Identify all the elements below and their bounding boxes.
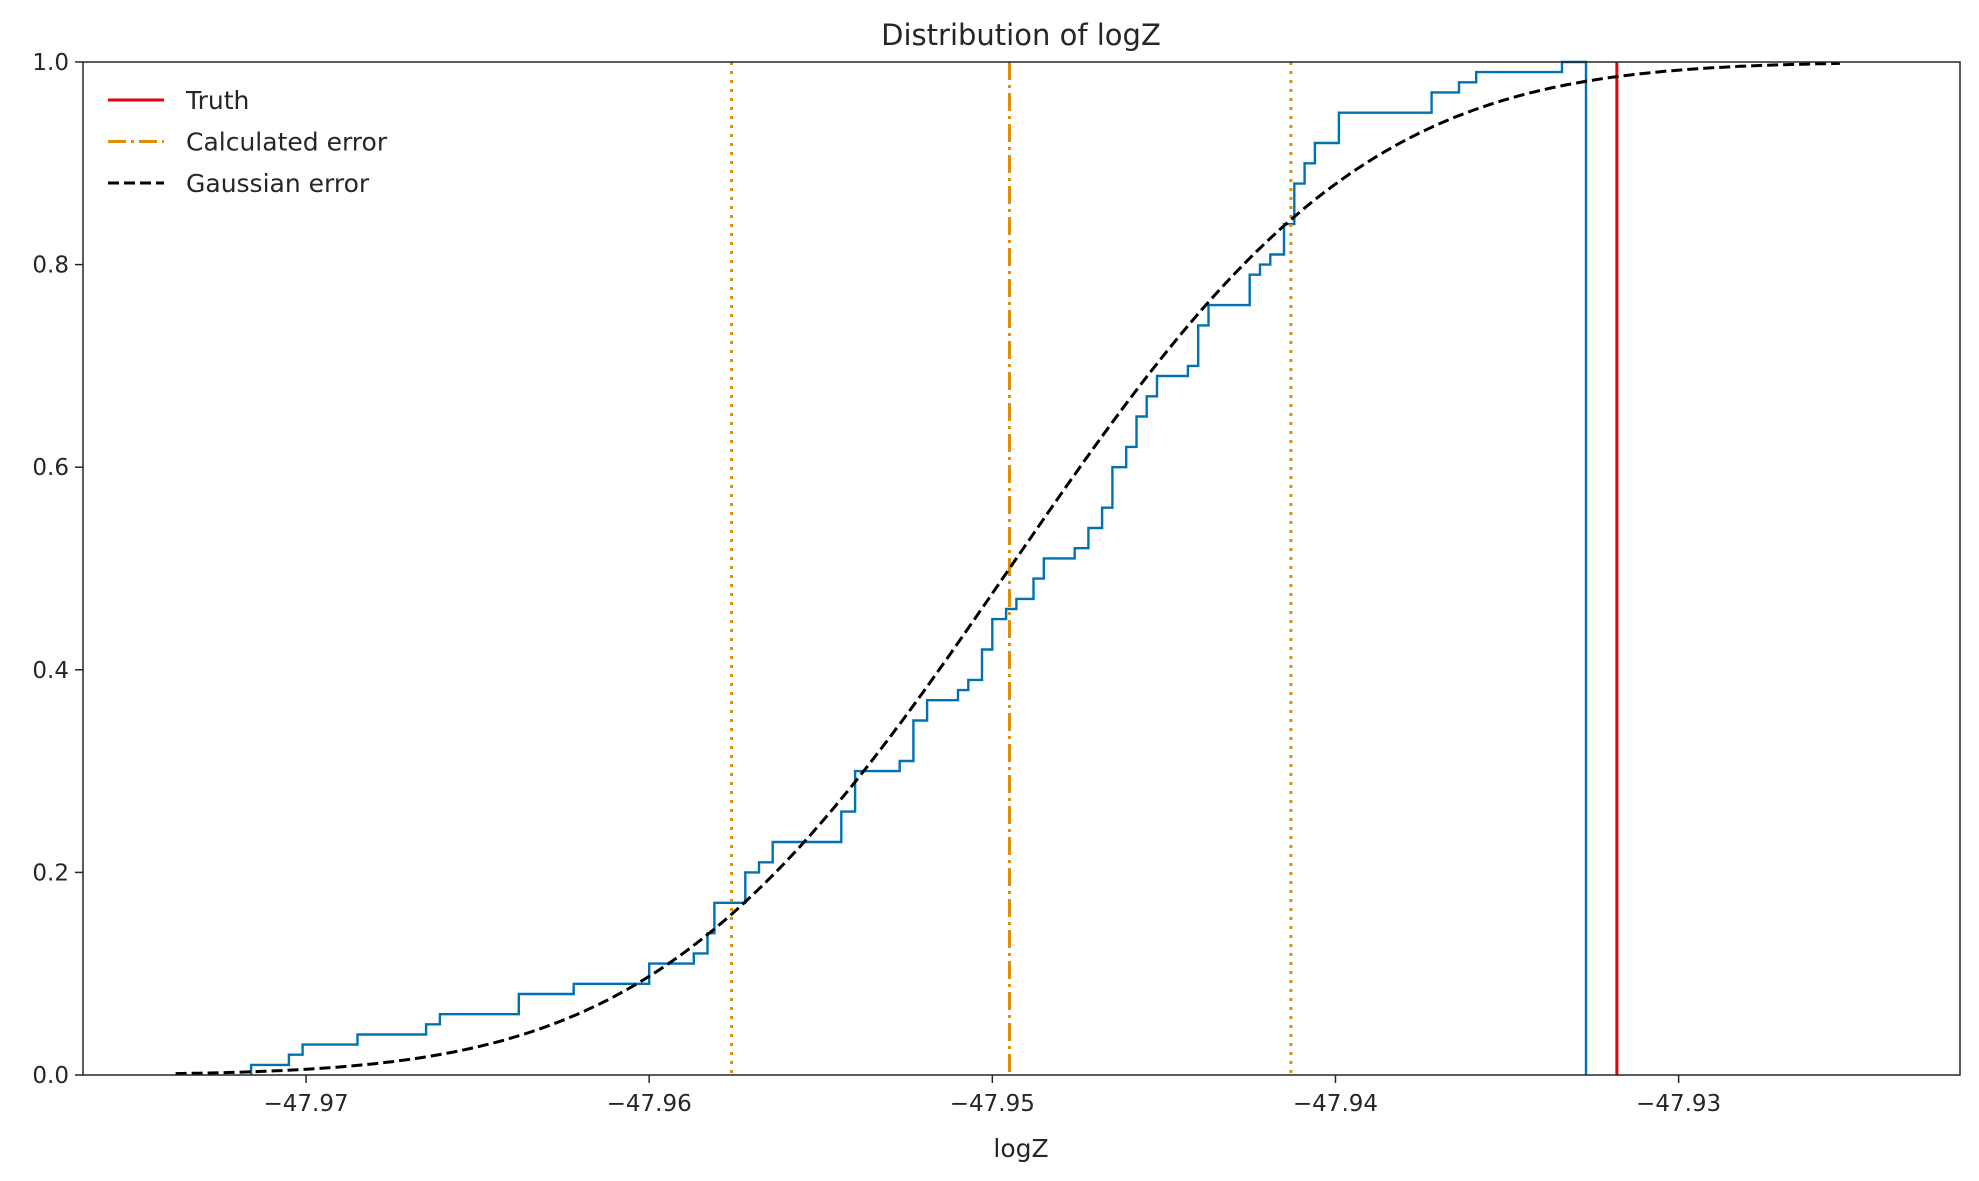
x-axis: −47.97 −47.96 −47.95 −47.94 −47.93: [263, 1075, 1721, 1117]
x-axis-label: logZ: [993, 1134, 1048, 1163]
x-tick-label: −47.97: [263, 1091, 348, 1117]
y-tick-label: 0.6: [32, 455, 69, 481]
x-tick-label: −47.94: [1293, 1091, 1378, 1117]
gaussian-error-curve: [175, 61, 1840, 1076]
legend-label: Truth: [185, 86, 249, 115]
plot-area: [175, 60, 1840, 1076]
legend: Truth Calculated error Gaussian error: [108, 86, 388, 198]
y-tick-label: 0.0: [32, 1063, 69, 1089]
x-tick-label: −47.95: [950, 1091, 1035, 1117]
x-tick-label: −47.93: [1636, 1091, 1721, 1117]
y-tick-label: 1.0: [32, 50, 69, 76]
y-axis: 0.0 0.2 0.4 0.6 0.8 1.0: [32, 50, 83, 1089]
axes-frame: [82, 61, 1961, 1076]
chart-title: Distribution of logZ: [881, 18, 1161, 52]
legend-label: Gaussian error: [186, 169, 370, 198]
ecdf-line: [249, 60, 1588, 1075]
y-tick-label: 0.2: [32, 860, 69, 886]
legend-label: Calculated error: [186, 128, 388, 157]
y-tick-label: 0.4: [32, 658, 69, 684]
y-tick-label: 0.8: [32, 253, 69, 279]
x-tick-label: −47.96: [607, 1091, 692, 1117]
